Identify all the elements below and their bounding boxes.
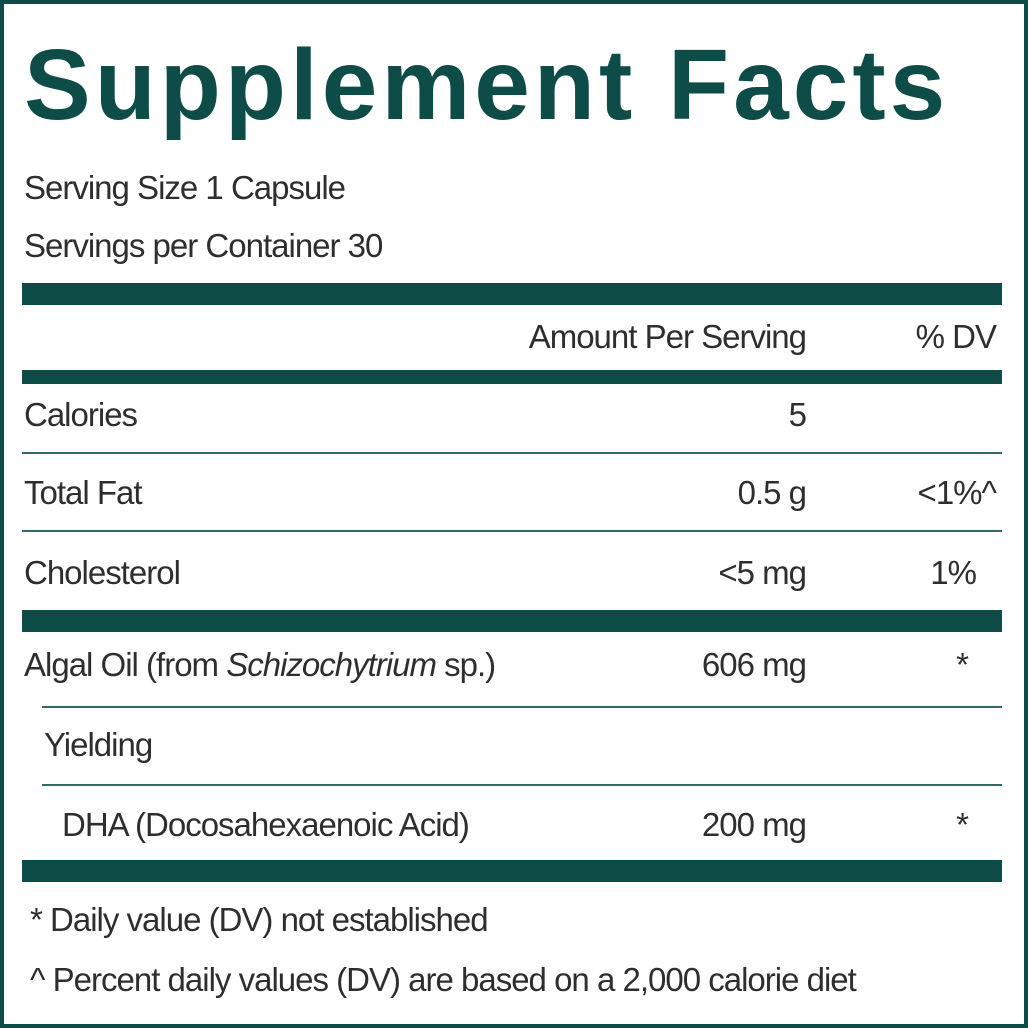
label-species: Schizochytrium [226, 646, 437, 683]
row-label: Total Fat [24, 474, 143, 511]
thin-rule [22, 452, 1002, 454]
row-amount: 606 mg [701, 646, 807, 683]
row-dv: * [956, 646, 969, 683]
row-label: Yielding [44, 726, 153, 763]
row-label: Cholesterol [24, 554, 181, 591]
row-label: Algal Oil (from Schizochytrium sp.) [24, 645, 496, 685]
row-label: Calories [24, 396, 138, 433]
servings-per-container: Servings per Container 30 [24, 227, 383, 264]
title: Supplement Facts [24, 29, 950, 141]
thin-rule [42, 784, 1002, 786]
thin-rule [42, 706, 1002, 708]
row-amount: <5 mg [718, 554, 807, 591]
footnote: ^ Percent daily values (DV) are based on… [30, 961, 857, 998]
label-text: Algal Oil (from [24, 646, 227, 683]
row-amount: 200 mg [701, 806, 807, 843]
row-dv: 1% [930, 554, 977, 591]
thick-rule [22, 610, 1002, 632]
serving-size: Serving Size 1 Capsule [24, 169, 346, 206]
thick-rule [22, 370, 1002, 384]
row-amount: 0.5 g [737, 474, 807, 511]
thick-rule [22, 283, 1002, 305]
row-dv: <1%^ [917, 474, 997, 511]
thin-rule [22, 530, 1002, 532]
thick-rule [22, 860, 1002, 882]
label-text: sp.) [435, 646, 496, 683]
column-header: Amount Per Serving [528, 318, 807, 355]
row-amount: 5 [788, 396, 807, 433]
row-dv: * [956, 806, 969, 843]
footnote: * Daily value (DV) not established [30, 901, 489, 938]
column-header: % DV [915, 318, 997, 355]
row-label: DHA (Docosahexaenoic Acid) [62, 806, 470, 843]
